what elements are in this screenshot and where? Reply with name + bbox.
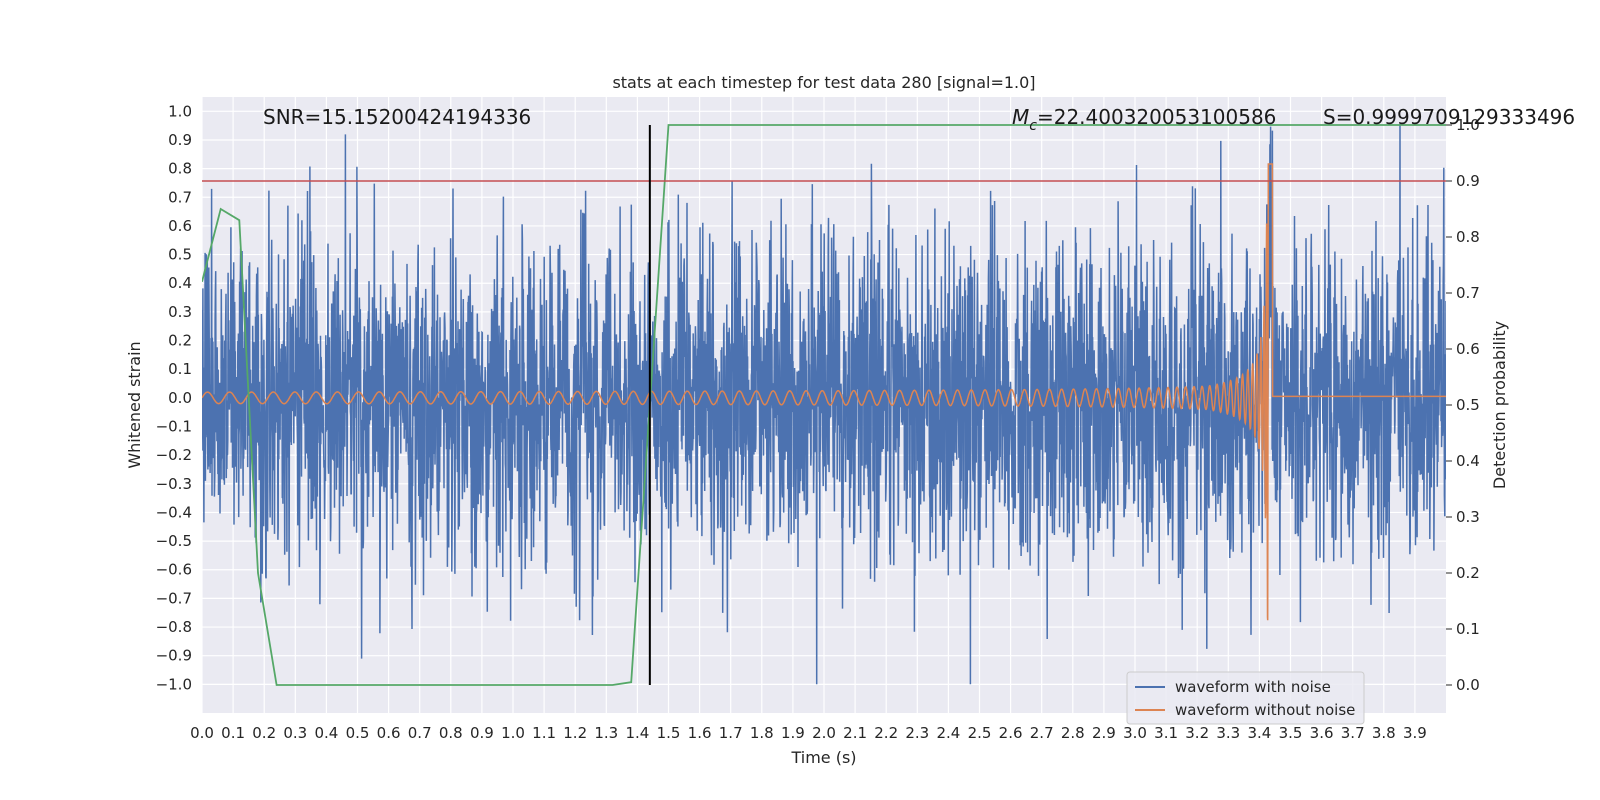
y-tick-label: 0.8 [168, 160, 192, 178]
chart-title: stats at each timestep for test data 280… [612, 73, 1035, 92]
x-tick-label: 1.2 [563, 724, 587, 742]
y-tick-label: −0.9 [156, 647, 192, 665]
x-tick-label: 2.3 [905, 724, 929, 742]
y-tick-label: −0.8 [156, 618, 192, 636]
y2-tick-label: 0.1 [1456, 620, 1480, 638]
x-tick-label: 3.7 [1341, 724, 1365, 742]
y2-tick-label: 0.5 [1456, 396, 1480, 414]
x-tick-label: 1.1 [532, 724, 556, 742]
s-annotation: S=0.9999709129333496 [1323, 105, 1575, 129]
y2-tick-label: 0.6 [1456, 340, 1480, 358]
x-axis-ticks: 0.0 0.1 0.2 0.3 0.4 0.5 0.6 0.7 0.8 0.9 1.0 1.1 1.2 1… [190, 724, 1427, 742]
x-tick-label: 0.3 [283, 724, 307, 742]
series-line-detection-probability [202, 124, 1446, 686]
y-tick-label: −1.0 [156, 675, 192, 693]
y2-tick-label: 0.4 [1456, 452, 1480, 470]
y-tick-label: 0.6 [168, 217, 192, 235]
x-tick-label: 1.6 [688, 724, 712, 742]
y2-tick-label: 0.2 [1456, 564, 1480, 582]
x-tick-label: 0.4 [314, 724, 338, 742]
x-tick-label: 2.8 [1061, 724, 1085, 742]
x-tick-label: 0.0 [190, 724, 214, 742]
x-tick-label: 3.0 [1123, 724, 1147, 742]
x-tick-label: 2.7 [1030, 724, 1054, 742]
x-tick-label: 0.7 [408, 724, 432, 742]
y-tick-label: 0.1 [168, 360, 192, 378]
x-tick-label: 2.0 [812, 724, 836, 742]
x-tick-label: 0.9 [470, 724, 494, 742]
x-tick-label: 0.8 [439, 724, 463, 742]
plot-area [202, 123, 1446, 686]
y-tick-label: −0.3 [156, 475, 192, 493]
x-tick-label: 1.5 [657, 724, 681, 742]
y-tick-label: 0.7 [168, 188, 192, 206]
x-tick-label: 0.2 [252, 724, 276, 742]
x-tick-label: 2.4 [936, 724, 960, 742]
y-tick-label: −0.6 [156, 561, 192, 579]
legend-label-clean: waveform without noise [1175, 701, 1355, 719]
y-tick-label: −0.5 [156, 532, 192, 550]
y-axis-label: Whitened strain [125, 341, 144, 468]
y2-tick-label: 1.0 [1456, 116, 1480, 134]
y-tick-label: 0.5 [168, 246, 192, 264]
x-tick-label: 3.3 [1216, 724, 1240, 742]
x-tick-label: 0.5 [346, 724, 370, 742]
x-tick-label: 3.8 [1372, 724, 1396, 742]
x-tick-label: 3.1 [1154, 724, 1178, 742]
y-tick-label: −0.1 [156, 417, 192, 435]
y-tick-label: 0.3 [168, 303, 192, 321]
legend: waveform with noise waveform without noi… [1126, 671, 1365, 725]
x-tick-label: 1.9 [781, 724, 805, 742]
x-tick-label: 1.3 [594, 724, 618, 742]
legend-label-noise: waveform with noise [1175, 678, 1331, 696]
x-tick-label: 2.6 [999, 724, 1023, 742]
y2-tick-label: 0.8 [1456, 228, 1480, 246]
y-tick-label: −0.7 [156, 589, 192, 607]
y2-tick-label: 0.9 [1456, 172, 1480, 190]
y-tick-label: −0.2 [156, 446, 192, 464]
y-tick-label: 0.9 [168, 131, 192, 149]
x-tick-label: 1.4 [625, 724, 649, 742]
y2-axis-label: Detection probability [1490, 321, 1509, 489]
y-tick-label: −0.4 [156, 503, 192, 521]
snr-annotation: SNR=15.15200424194336 [263, 105, 531, 129]
y2-axis-ticks: 1.0 0.9 0.8 0.7 0.6 0.5 0.4 0.3 0.2 0.1 0.0 [1446, 116, 1480, 694]
x-tick-label: 1.7 [719, 724, 743, 742]
y-tick-label: 0.2 [168, 332, 192, 350]
x-tick-label: 3.9 [1403, 724, 1427, 742]
x-tick-label: 1.0 [501, 724, 525, 742]
y-axis-ticks: 1.0 0.9 0.8 0.7 0.6 0.5 0.4 0.3 0.2 0.1 0.0 −0.1 −0.… [156, 102, 192, 693]
x-tick-label: 2.9 [1092, 724, 1116, 742]
x-tick-label: 2.1 [843, 724, 867, 742]
x-tick-label: 3.6 [1310, 724, 1334, 742]
y2-tick-label: 0.7 [1456, 284, 1480, 302]
x-axis-label: Time (s) [790, 748, 856, 767]
x-tick-label: 0.1 [221, 724, 245, 742]
y-tick-label: 0.4 [168, 274, 192, 292]
x-tick-label: 2.5 [968, 724, 992, 742]
chirp-mass-annotation: Mc=22.400320053100586 [1012, 105, 1276, 134]
x-tick-label: 2.2 [874, 724, 898, 742]
x-tick-label: 3.2 [1185, 724, 1209, 742]
y2-tick-label: 0.3 [1456, 508, 1480, 526]
series-line-waveform-with-noise [202, 123, 1446, 685]
series-line-waveform-without-noise [202, 163, 1446, 621]
x-tick-label: 3.4 [1247, 724, 1271, 742]
x-tick-label: 3.5 [1279, 724, 1303, 742]
y-tick-label: 1.0 [168, 102, 192, 120]
legend-box [1126, 671, 1365, 725]
x-tick-label: 1.8 [750, 724, 774, 742]
y2-tick-label: 0.0 [1456, 676, 1480, 694]
y-tick-label: 0.0 [168, 389, 192, 407]
x-tick-label: 0.6 [377, 724, 401, 742]
